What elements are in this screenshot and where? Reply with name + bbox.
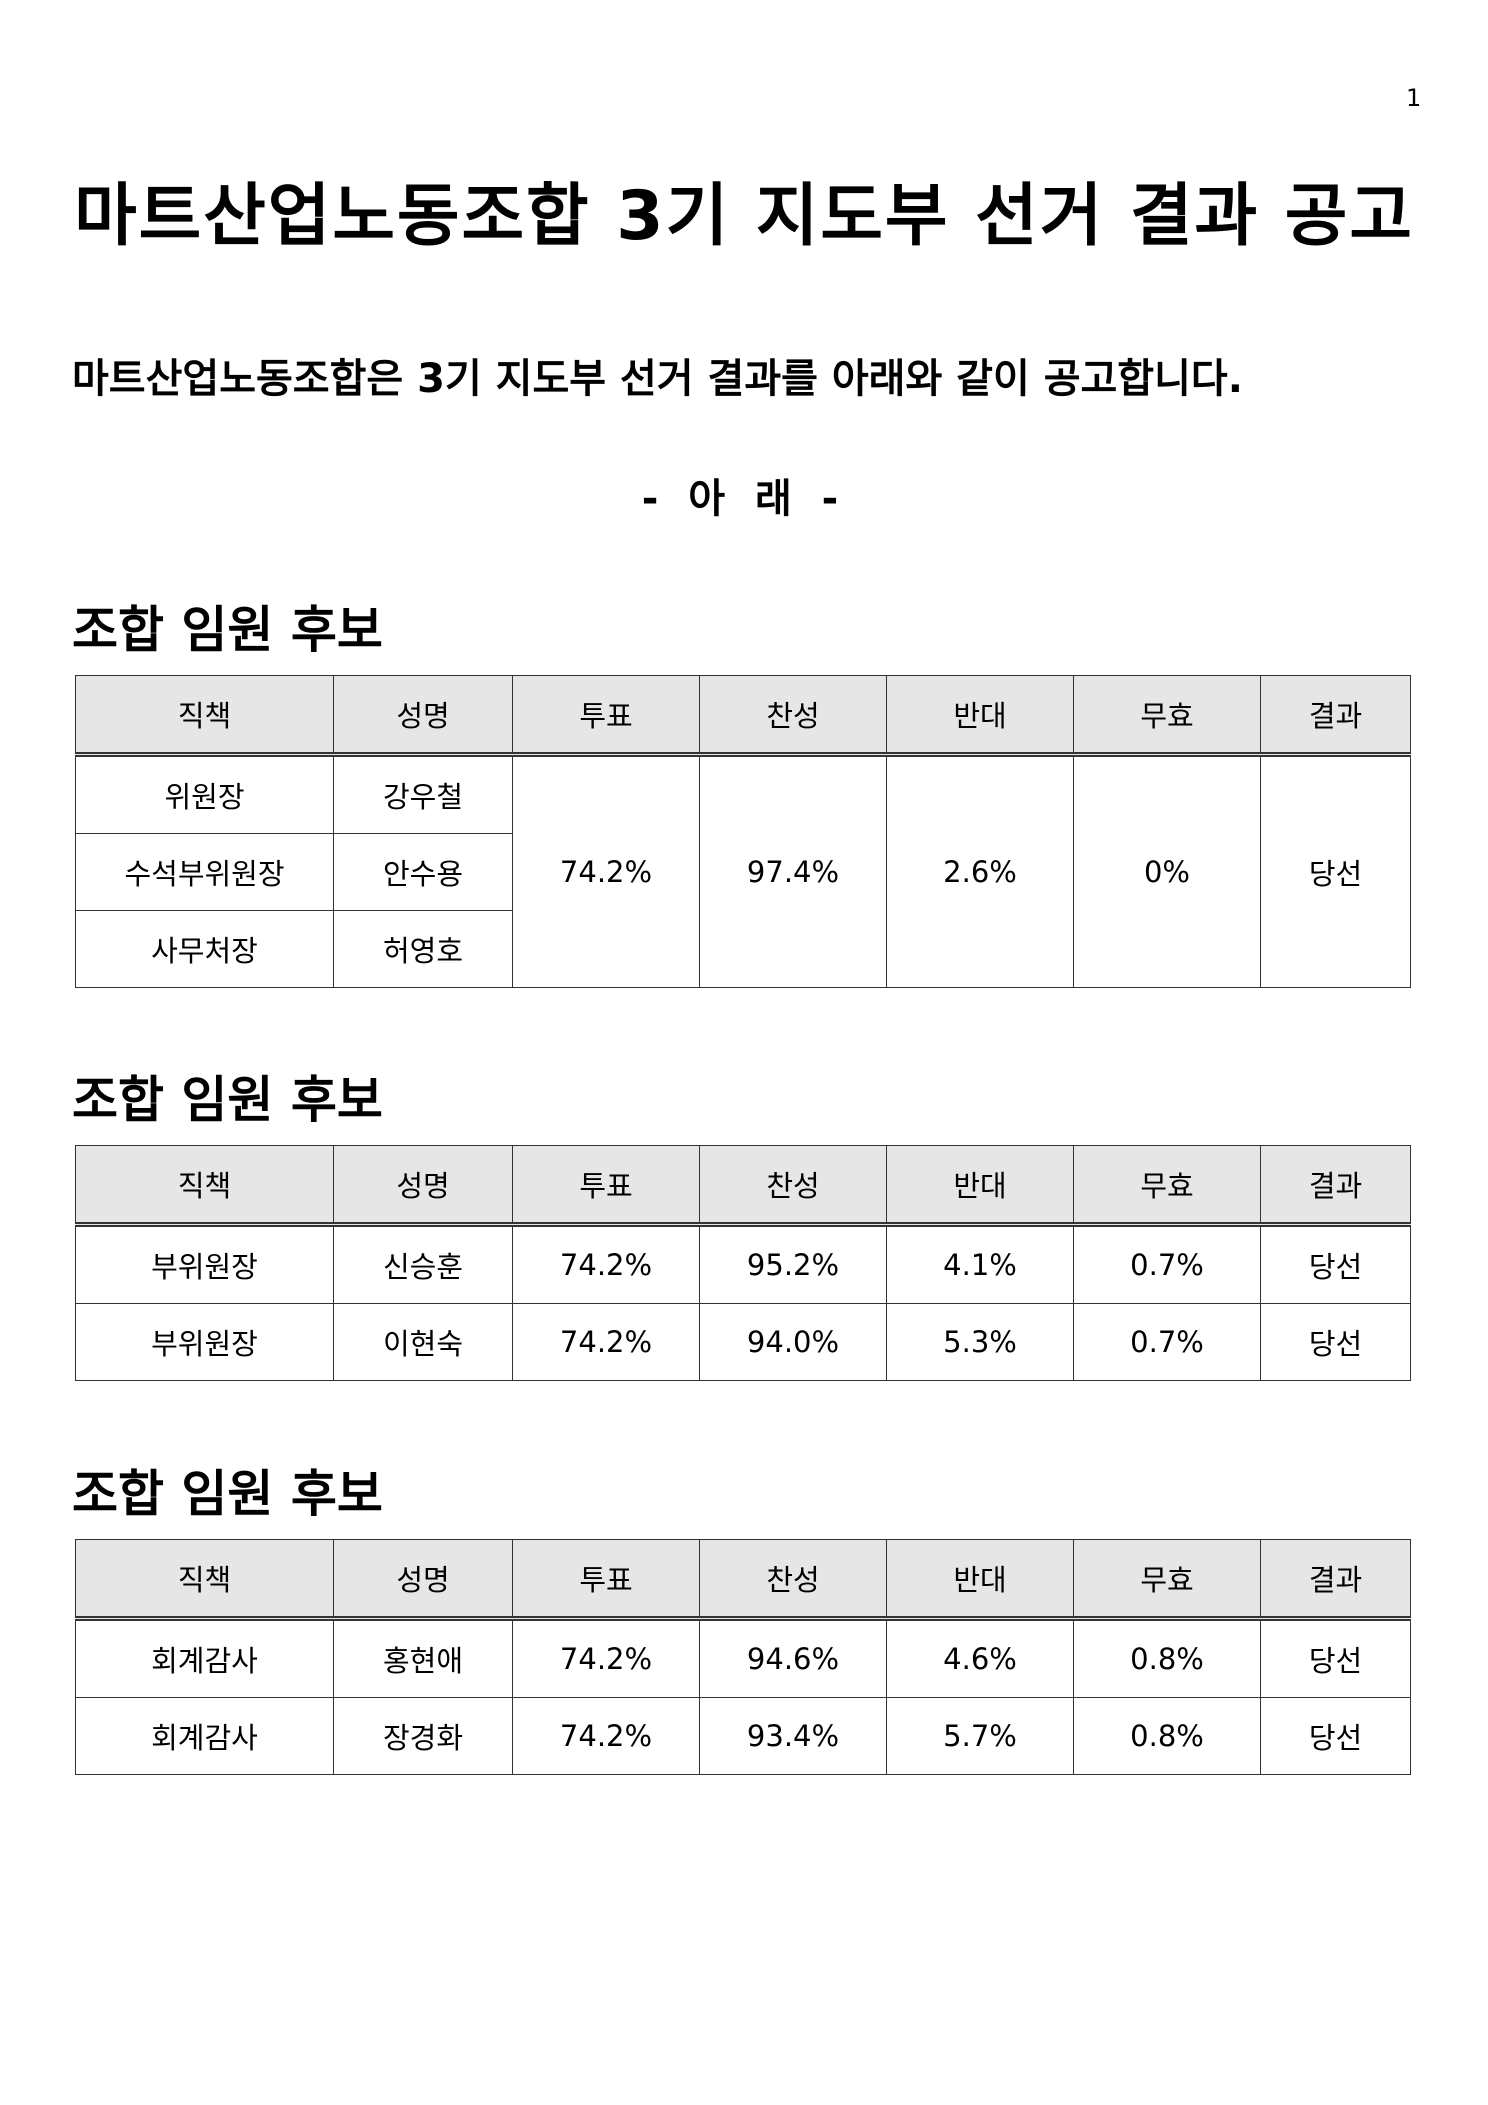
cell-name: 홍현애 <box>333 1618 513 1698</box>
cell-name: 장경화 <box>333 1697 513 1775</box>
table-header-row: 직책 성명 투표 찬성 반대 무효 결과 <box>75 1145 1411 1227</box>
cell-position: 수석부위원장 <box>75 833 334 911</box>
table-row: 회계감사 홍현애 74.2% 94.6% 4.6% 0.8% 당선 <box>75 1618 1411 1698</box>
cell-oppose: 2.6% <box>886 754 1074 988</box>
column-header-result: 결과 <box>1260 675 1411 757</box>
results-table-3: 직책 성명 투표 찬성 반대 무효 결과 회계감사 홍현애 74.2% 94.6… <box>75 1539 1411 1775</box>
cell-approve: 97.4% <box>699 754 887 988</box>
cell-position: 부위원장 <box>75 1224 334 1304</box>
column-header-name: 성명 <box>333 1539 513 1621</box>
cell-result: 당선 <box>1260 754 1411 988</box>
column-header-invalid: 무효 <box>1073 1145 1261 1227</box>
page-number: 1 <box>1406 84 1422 112</box>
column-header-oppose: 반대 <box>886 1539 1074 1621</box>
cell-approve: 93.4% <box>699 1697 887 1775</box>
document-title: 마트산업노동조합 3기 지도부 선거 결과 공고 <box>74 177 1414 256</box>
cell-position: 사무처장 <box>75 910 334 988</box>
cell-invalid: 0.8% <box>1073 1618 1261 1698</box>
column-header-oppose: 반대 <box>886 675 1074 757</box>
cell-oppose: 5.7% <box>886 1697 1074 1775</box>
cell-invalid: 0% <box>1073 754 1261 988</box>
cell-approve: 94.0% <box>699 1303 887 1381</box>
cell-position: 회계감사 <box>75 1618 334 1698</box>
cell-position: 부위원장 <box>75 1303 334 1381</box>
column-header-turnout: 투표 <box>512 1539 700 1621</box>
section-heading-3: 조합 임원 후보 <box>72 1465 383 1523</box>
column-header-position: 직책 <box>75 1145 334 1227</box>
table-header-row: 직책 성명 투표 찬성 반대 무효 결과 <box>75 675 1411 757</box>
cell-result: 당선 <box>1260 1224 1411 1304</box>
column-header-approve: 찬성 <box>699 1145 887 1227</box>
cell-approve: 95.2% <box>699 1224 887 1304</box>
section-heading-1: 조합 임원 후보 <box>72 601 383 659</box>
cell-position: 회계감사 <box>75 1697 334 1775</box>
column-header-position: 직책 <box>75 1539 334 1621</box>
cell-turnout: 74.2% <box>512 754 700 988</box>
cell-oppose: 5.3% <box>886 1303 1074 1381</box>
column-header-name: 성명 <box>333 675 513 757</box>
results-table-1: 직책 성명 투표 찬성 반대 무효 결과 위원장 강우철 74.2% 97.4%… <box>75 675 1411 988</box>
table-row: 부위원장 신승훈 74.2% 95.2% 4.1% 0.7% 당선 <box>75 1224 1411 1304</box>
cell-name: 신승훈 <box>333 1224 513 1304</box>
cell-oppose: 4.6% <box>886 1618 1074 1698</box>
cell-result: 당선 <box>1260 1618 1411 1698</box>
cell-name: 허영호 <box>333 910 513 988</box>
table-row: 회계감사 장경화 74.2% 93.4% 5.7% 0.8% 당선 <box>75 1697 1411 1775</box>
column-header-turnout: 투표 <box>512 1145 700 1227</box>
cell-position: 위원장 <box>75 754 334 834</box>
column-header-approve: 찬성 <box>699 675 887 757</box>
cell-oppose: 4.1% <box>886 1224 1074 1304</box>
cell-invalid: 0.8% <box>1073 1697 1261 1775</box>
cell-invalid: 0.7% <box>1073 1303 1261 1381</box>
section-heading-2: 조합 임원 후보 <box>72 1071 383 1129</box>
column-header-oppose: 반대 <box>886 1145 1074 1227</box>
column-header-invalid: 무효 <box>1073 675 1261 757</box>
table-header-row: 직책 성명 투표 찬성 반대 무효 결과 <box>75 1539 1411 1621</box>
cell-name: 이현숙 <box>333 1303 513 1381</box>
cell-turnout: 74.2% <box>512 1618 700 1698</box>
results-table-2: 직책 성명 투표 찬성 반대 무효 결과 부위원장 신승훈 74.2% 95.2… <box>75 1145 1411 1381</box>
table-row: 부위원장 이현숙 74.2% 94.0% 5.3% 0.7% 당선 <box>75 1303 1411 1381</box>
table-row: 사무처장 허영호 <box>75 910 1411 988</box>
cell-turnout: 74.2% <box>512 1697 700 1775</box>
table-row: 위원장 강우철 74.2% 97.4% 2.6% 0% 당선 <box>75 754 1411 988</box>
cell-invalid: 0.7% <box>1073 1224 1261 1304</box>
column-header-position: 직책 <box>75 675 334 757</box>
table-row: 수석부위원장 안수용 <box>75 833 1411 911</box>
cell-approve: 94.6% <box>699 1618 887 1698</box>
column-header-result: 결과 <box>1260 1145 1411 1227</box>
column-header-approve: 찬성 <box>699 1539 887 1621</box>
cell-name: 강우철 <box>333 754 513 834</box>
cell-name: 안수용 <box>333 833 513 911</box>
column-header-name: 성명 <box>333 1145 513 1227</box>
column-header-turnout: 투표 <box>512 675 700 757</box>
column-header-result: 결과 <box>1260 1539 1411 1621</box>
cell-result: 당선 <box>1260 1697 1411 1775</box>
cell-turnout: 74.2% <box>512 1303 700 1381</box>
below-marker: - 아 래 - <box>641 476 847 522</box>
cell-result: 당선 <box>1260 1303 1411 1381</box>
cell-turnout: 74.2% <box>512 1224 700 1304</box>
column-header-invalid: 무효 <box>1073 1539 1261 1621</box>
intro-text: 마트산업노동조합은 3기 지도부 선거 결과를 아래와 같이 공고합니다. <box>72 356 1243 402</box>
